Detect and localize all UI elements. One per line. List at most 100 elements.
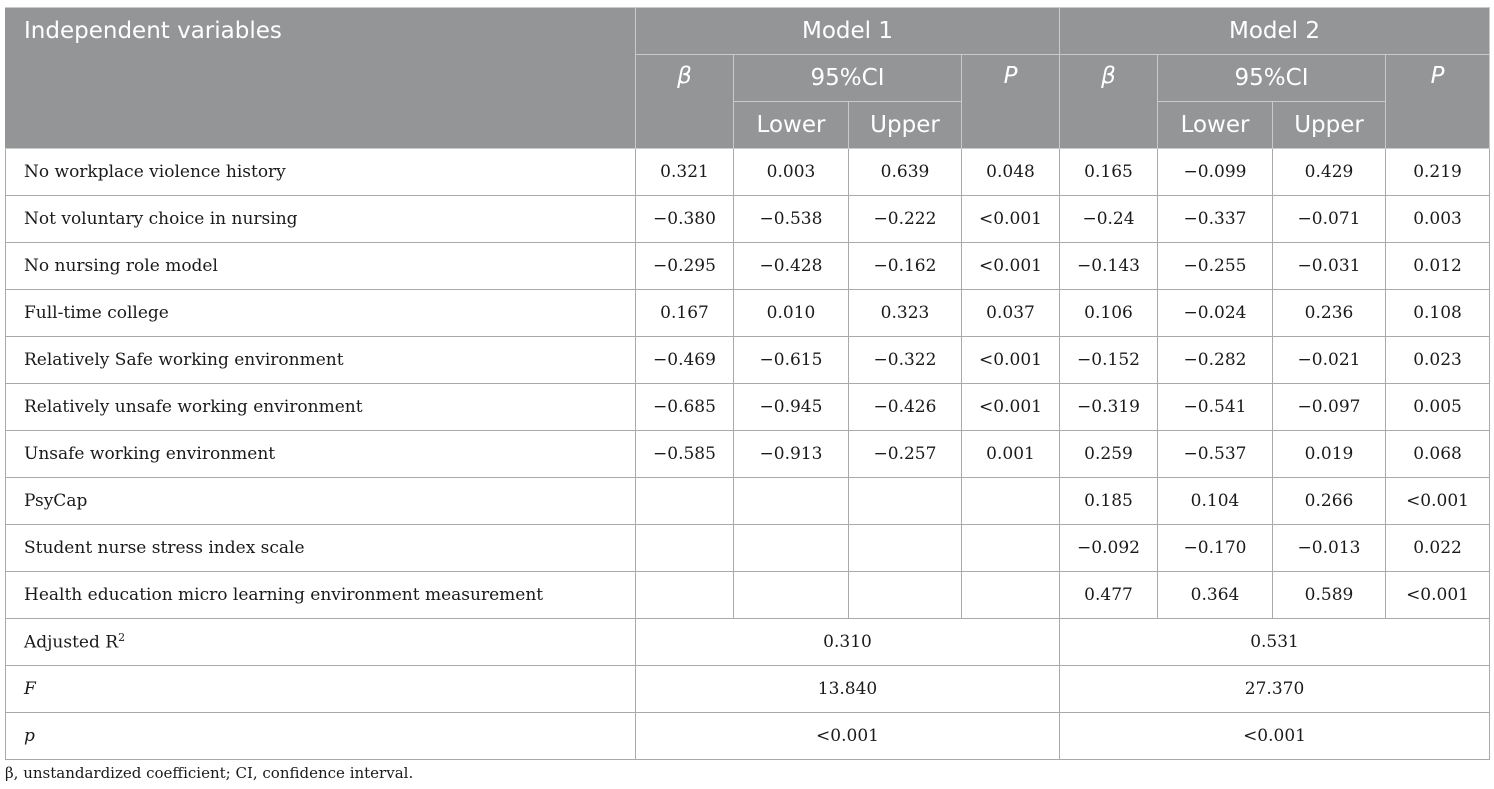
model2-beta-cell: 0.185 [1059, 477, 1159, 525]
model1-lower-cell: −0.538 [733, 195, 849, 243]
model2-p-cell: 0.023 [1385, 336, 1491, 384]
row-label: No workplace violence history [5, 148, 636, 196]
model2-p-cell: 0.003 [1385, 195, 1491, 243]
model1-beta-header: β [635, 54, 734, 149]
table-row: Student nurse stress index scale −0.092 −0… [5, 524, 1491, 572]
model2-beta-header: β [1059, 54, 1159, 149]
model2-upper-cell: 0.266 [1272, 477, 1387, 525]
f-row: F 13.840 27.370 [5, 665, 1491, 713]
model1-upper-cell [848, 571, 962, 619]
model1-f: 13.840 [634, 665, 1061, 713]
model1-upper-cell: −0.257 [848, 430, 962, 478]
model2-upper-cell: −0.021 [1272, 336, 1387, 384]
model2-upper-cell: −0.071 [1272, 195, 1387, 243]
model2-lower-cell: −0.337 [1157, 195, 1274, 243]
row-label: Relatively unsafe working environment [5, 383, 636, 431]
table-row: Not voluntary choice in nursing −0.380 −0.… [5, 195, 1491, 243]
model2-f: 27.370 [1059, 665, 1491, 713]
model2-lower-cell: −0.282 [1157, 336, 1274, 384]
model1-lower-cell: −0.913 [733, 430, 849, 478]
model2-beta-cell: 0.259 [1059, 430, 1159, 478]
model1-upper-cell: −0.426 [848, 383, 962, 431]
row-label: No nursing role model [5, 242, 636, 290]
model2-p-cell: 0.012 [1385, 242, 1491, 290]
model1-ci-header: 95%CI [733, 54, 962, 102]
regression-table: Independent variables Model 1 Model 2 β … [5, 7, 1491, 760]
row-label: Not voluntary choice in nursing [5, 195, 636, 243]
model1-p-cell: 0.048 [960, 148, 1061, 196]
model1-upper-cell: 0.639 [848, 148, 962, 196]
model1-header: Model 1 [634, 7, 1061, 55]
row-label: Full-time college [5, 289, 636, 337]
model2-ci-header: 95%CI [1157, 54, 1387, 102]
f-label: F [5, 665, 636, 713]
model2-lower-cell: 0.104 [1157, 477, 1274, 525]
model1-lower-header: Lower [733, 101, 849, 149]
model2-lower-cell: −0.099 [1157, 148, 1274, 196]
model1-p-cell: <0.001 [960, 242, 1061, 290]
row-label: PsyCap [5, 477, 636, 525]
model1-p-cell: 0.037 [960, 289, 1061, 337]
model2-upper-header: Upper [1272, 101, 1387, 149]
table-body: No workplace violence history 0.321 0.003 0… [5, 148, 1491, 760]
model1-upper-header: Upper [848, 101, 962, 149]
model2-p-header: P [1385, 54, 1491, 149]
model1-upper-cell: −0.322 [848, 336, 962, 384]
model1-p-cell [960, 524, 1061, 572]
model2-beta-cell: −0.319 [1059, 383, 1159, 431]
table-header: Independent variables Model 1 Model 2 β … [5, 7, 1491, 149]
p-label: p [5, 712, 636, 760]
table-footnote: β, unstandardized coefficient; CI, confi… [5, 764, 414, 782]
independent-variables-header: Independent variables [5, 7, 636, 149]
model2-p-cell: <0.001 [1385, 477, 1491, 525]
table-row: Full-time college 0.167 0.010 0.323 0.037 0.1… [5, 289, 1491, 337]
model2-upper-cell: 0.236 [1272, 289, 1387, 337]
model1-p-cell [960, 571, 1061, 619]
model2-beta-cell: −0.092 [1059, 524, 1159, 572]
model2-lower-cell: −0.255 [1157, 242, 1274, 290]
model2-beta-cell: −0.143 [1059, 242, 1159, 290]
model2-upper-cell: 0.429 [1272, 148, 1387, 196]
model1-p-header: P [960, 54, 1061, 149]
model2-upper-cell: 0.589 [1272, 571, 1387, 619]
model2-lower-header: Lower [1157, 101, 1274, 149]
table-row: PsyCap 0.185 0.104 0.266 <0.001 [5, 477, 1491, 525]
table-row: No workplace violence history 0.321 0.003 0… [5, 148, 1491, 196]
model2-lower-cell: −0.024 [1157, 289, 1274, 337]
table-row: No nursing role model −0.295 −0.428 −0.162 <… [5, 242, 1491, 290]
model2-lower-cell: −0.541 [1157, 383, 1274, 431]
model1-beta-cell: −0.380 [635, 195, 734, 243]
model1-lower-cell [733, 477, 849, 525]
model1-lower-cell: 0.003 [733, 148, 849, 196]
row-label: Student nurse stress index scale [5, 524, 636, 572]
model2-upper-cell: −0.013 [1272, 524, 1387, 572]
model1-upper-cell: −0.162 [848, 242, 962, 290]
model2-p-cell: 0.068 [1385, 430, 1491, 478]
model2-p-cell: 0.219 [1385, 148, 1491, 196]
model1-beta-cell: −0.685 [635, 383, 734, 431]
model1-beta-cell: −0.469 [635, 336, 734, 384]
model1-upper-cell: −0.222 [848, 195, 962, 243]
model1-beta-cell: −0.295 [635, 242, 734, 290]
model1-p-cell [960, 477, 1061, 525]
model1-upper-cell [848, 524, 962, 572]
model1-beta-cell [635, 524, 734, 572]
model2-lower-cell: −0.170 [1157, 524, 1274, 572]
model2-beta-cell: 0.106 [1059, 289, 1159, 337]
model2-beta-cell: −0.24 [1059, 195, 1159, 243]
model1-beta-cell: 0.167 [635, 289, 734, 337]
model2-upper-cell: 0.019 [1272, 430, 1387, 478]
model1-adjusted-r2: 0.310 [634, 618, 1061, 666]
model2-lower-cell: −0.537 [1157, 430, 1274, 478]
model2-p: <0.001 [1059, 712, 1491, 760]
model1-lower-cell: −0.615 [733, 336, 849, 384]
model1-p: <0.001 [634, 712, 1061, 760]
model1-upper-cell: 0.323 [848, 289, 962, 337]
model2-p-cell: 0.022 [1385, 524, 1491, 572]
model2-header: Model 2 [1059, 7, 1491, 55]
table-row: Relatively Safe working environment −0.46… [5, 336, 1491, 384]
table-row: Relatively unsafe working environment −0.… [5, 383, 1491, 431]
model1-p-cell: <0.001 [960, 336, 1061, 384]
table-row: Unsafe working environment −0.585 −0.913 −0… [5, 430, 1491, 478]
model2-adjusted-r2: 0.531 [1059, 618, 1491, 666]
